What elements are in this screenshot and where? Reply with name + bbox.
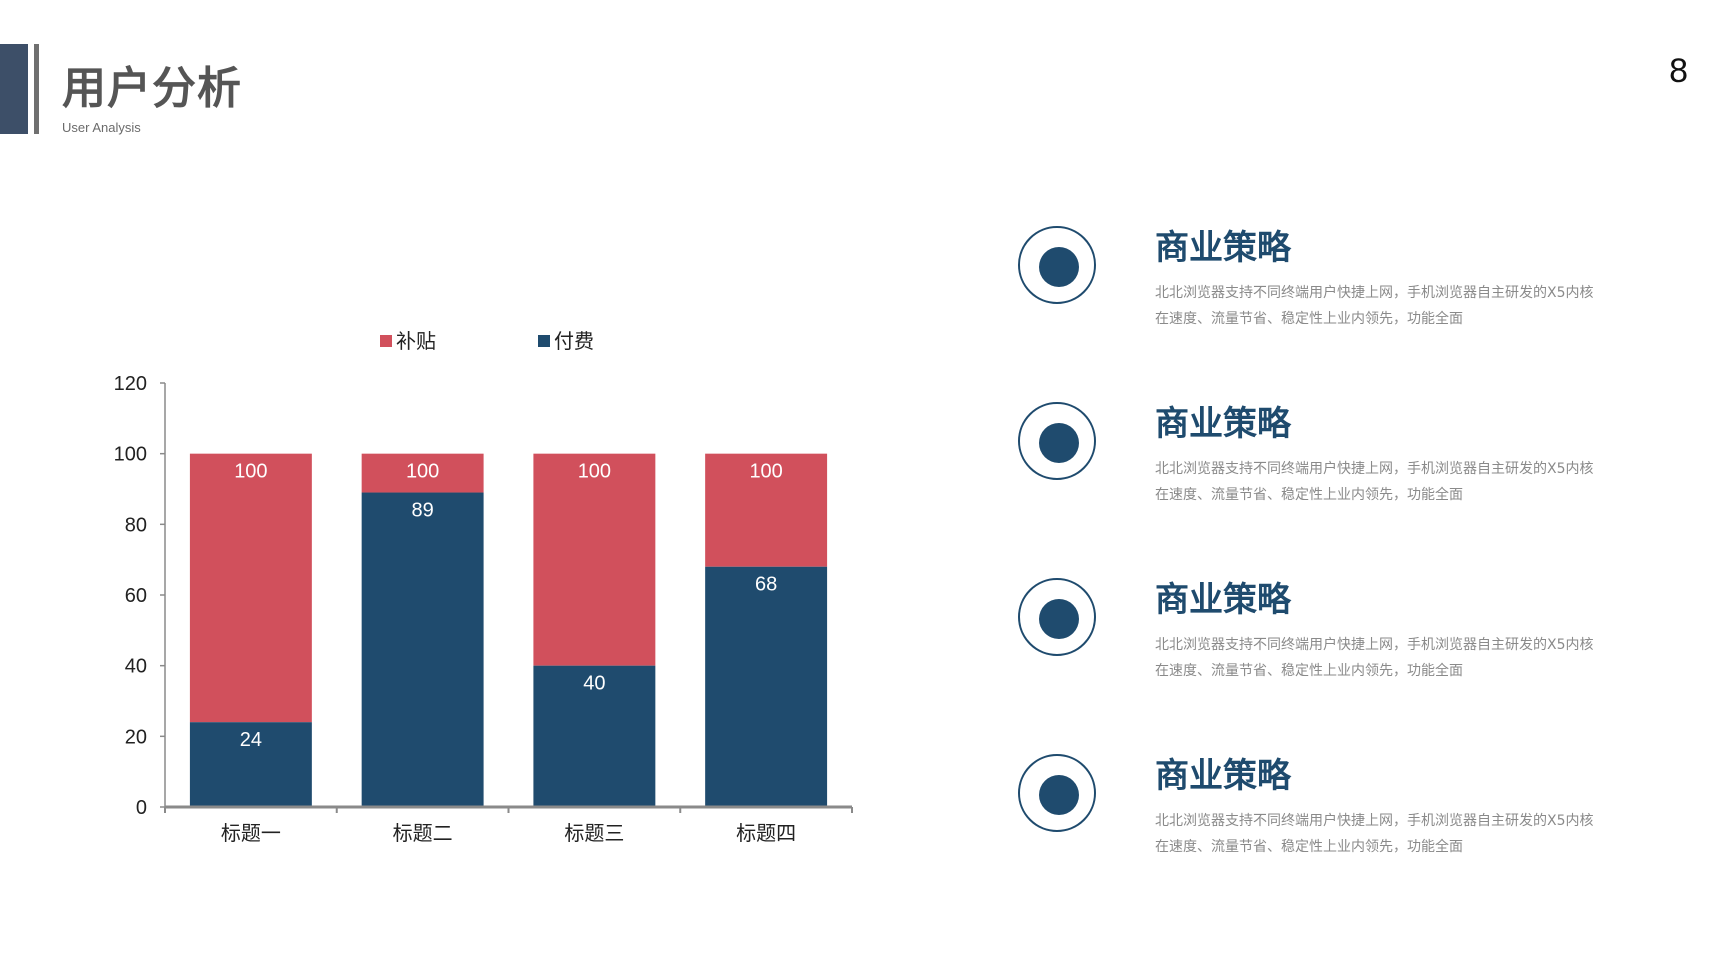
y-tick-label: 0 (136, 797, 147, 819)
target-circle-icon (1018, 226, 1096, 304)
x-tick-label: 标题三 (564, 821, 624, 845)
target-dot (1039, 423, 1079, 463)
bar-data-label: 100 (578, 461, 611, 483)
header-accent-block (0, 44, 28, 134)
target-dot (1039, 247, 1079, 287)
target-circle-icon (1018, 578, 1096, 656)
legend-swatch (538, 335, 550, 347)
strategy-description: 北北浏览器支持不同终端用户快捷上网，手机浏览器自主研发的X5内核在速度、流量节省… (1155, 637, 1594, 679)
page-number: 8 (1669, 52, 1688, 90)
header-accent-line (34, 44, 39, 134)
strategy-description: 北北浏览器支持不同终端用户快捷上网，手机浏览器自主研发的X5内核在速度、流量节省… (1155, 461, 1594, 503)
strategy-item: 商业策略 北北浏览器支持不同终端用户快捷上网，手机浏览器自主研发的X5内核在速度… (1010, 226, 1650, 336)
bar-data-label: 100 (749, 461, 782, 483)
legend-label: 付费 (554, 329, 594, 353)
stacked-bar-chart: 0 20 40 60 80 100 120 100 24 标题一 100 89 标题二 100 40 标题三 1… (114, 329, 853, 845)
y-tick-label: 60 (125, 585, 147, 607)
strategy-description: 北北浏览器支持不同终端用户快捷上网，手机浏览器自主研发的X5内核在速度、流量节省… (1155, 285, 1594, 327)
target-circle-icon (1018, 754, 1096, 832)
target-dot (1039, 599, 1079, 639)
legend-label: 补贴 (396, 329, 436, 353)
bar-data-label: 100 (234, 461, 267, 483)
y-tick-label: 100 (114, 444, 147, 466)
y-tick-label: 40 (125, 656, 147, 678)
bar-data-label: 89 (412, 500, 434, 522)
strategy-title: 商业策略 (1155, 756, 1291, 796)
strategy-title: 商业策略 (1155, 404, 1291, 444)
legend-swatch (380, 335, 392, 347)
y-tick-label: 120 (114, 373, 147, 395)
bar-subsidy (533, 453, 656, 666)
y-tick-label: 20 (125, 726, 147, 748)
bar-data-label: 100 (406, 461, 439, 483)
strategy-item: 商业策略 北北浏览器支持不同终端用户快捷上网，手机浏览器自主研发的X5内核在速度… (1010, 578, 1650, 688)
bar-paid (705, 566, 828, 807)
strategy-title: 商业策略 (1155, 580, 1291, 620)
x-tick-label: 标题四 (736, 821, 796, 845)
bar-subsidy (361, 453, 484, 493)
strategy-description: 北北浏览器支持不同终端用户快捷上网，手机浏览器自主研发的X5内核在速度、流量节省… (1155, 813, 1594, 855)
strategy-item: 商业策略 北北浏览器支持不同终端用户快捷上网，手机浏览器自主研发的X5内核在速度… (1010, 402, 1650, 512)
bar-subsidy (705, 453, 828, 567)
bar-data-label: 24 (240, 729, 262, 751)
bar-data-label: 68 (755, 574, 777, 596)
x-tick-label: 标题二 (393, 821, 453, 845)
target-circle-icon (1018, 402, 1096, 480)
y-tick-label: 80 (125, 514, 147, 536)
bar-subsidy (189, 453, 312, 723)
bar-paid (533, 665, 656, 807)
page-subtitle: User Analysis (62, 120, 141, 135)
page-title: 用户分析 (62, 63, 242, 114)
bar-paid (361, 492, 484, 807)
x-tick-label: 标题一 (221, 821, 281, 845)
bar-paid (189, 722, 312, 807)
target-dot (1039, 775, 1079, 815)
strategy-item: 商业策略 北北浏览器支持不同终端用户快捷上网，手机浏览器自主研发的X5内核在速度… (1010, 754, 1650, 864)
bar-data-label: 40 (583, 673, 605, 695)
strategy-title: 商业策略 (1155, 228, 1291, 268)
